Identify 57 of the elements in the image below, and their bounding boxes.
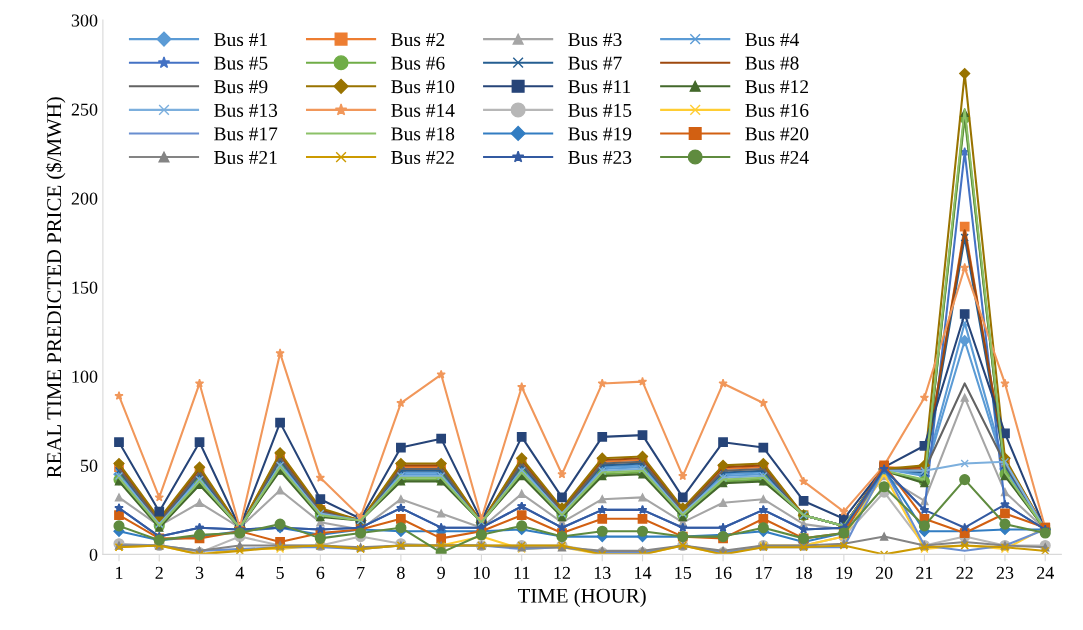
y-tick-label: 0 [89, 548, 98, 561]
x-tick-label: 17 [755, 566, 772, 579]
legend-label: Bus #19 [568, 127, 632, 141]
x-tick-label: 6 [316, 566, 325, 579]
x-tick-label: 4 [235, 566, 245, 579]
x-tick-label: 19 [836, 566, 853, 579]
x-tick-label: 23 [996, 566, 1014, 579]
x-tick-label: 12 [554, 566, 571, 579]
x-tick-label: 5 [276, 566, 284, 579]
legend-label: Bus #22 [391, 150, 454, 165]
legend-label: Bus #17 [214, 127, 278, 141]
y-tick-label: 100 [72, 370, 98, 383]
x-tick-label: 18 [796, 566, 812, 579]
x-tick-label: 9 [437, 566, 445, 579]
legend-label: Bus #10 [391, 80, 455, 94]
legend-label: Bus #2 [391, 33, 445, 47]
legend-label: Bus #24 [745, 150, 809, 165]
legend-label: Bus #8 [745, 56, 799, 70]
legend-label: Bus #13 [214, 103, 278, 117]
x-tick-label: 15 [675, 566, 692, 579]
legend-label: Bus #11 [568, 80, 631, 94]
legend-label: Bus #14 [391, 103, 455, 117]
legend-label: Bus #15 [568, 103, 632, 117]
x-tick-label: 20 [875, 566, 893, 579]
y-tick-label: 300 [71, 14, 98, 27]
x-tick-label: 2 [155, 566, 163, 579]
y-tick-label: 50 [81, 459, 98, 472]
x-tick-label: 1 [116, 566, 123, 579]
legend-label: Bus #9 [214, 80, 268, 94]
legend-label: Bus #23 [568, 150, 632, 165]
x-axis-title: TIME (HOUR) [517, 588, 646, 608]
x-tick-label: 24 [1037, 566, 1054, 579]
legend-label: Bus #16 [745, 103, 809, 117]
x-tick-label: 21 [916, 566, 933, 579]
x-tick-label: 10 [473, 566, 490, 579]
y-tick-label: 200 [71, 192, 98, 205]
x-tick-label: 14 [635, 566, 652, 579]
x-tick-label: 16 [715, 566, 732, 579]
y-tick-label: 250 [71, 103, 98, 116]
legend-label: Bus #1 [214, 33, 267, 47]
x-tick-label: 11 [514, 566, 530, 579]
y-tick-label: 150 [72, 281, 98, 294]
legend-label: Bus #4 [745, 33, 800, 47]
legend-label: Bus #18 [391, 127, 455, 141]
legend-label: Bus #12 [745, 80, 808, 94]
legend-label: Bus #20 [745, 127, 809, 141]
x-tick-label: 8 [397, 566, 405, 579]
x-tick-label: 13 [594, 566, 611, 579]
legend-label: Bus #5 [214, 56, 268, 70]
x-tick-label: 3 [195, 566, 204, 579]
x-tick-label: 22 [956, 566, 973, 579]
legend-label: Bus #3 [568, 33, 622, 47]
x-tick-label: 7 [357, 566, 365, 579]
legend-label: Bus #21 [214, 150, 277, 165]
legend-label: Bus #6 [391, 56, 445, 70]
legend-label: Bus #7 [568, 56, 622, 70]
y-axis-title: REAL TIME PREDICTED PRICE ($/MWH) [45, 97, 66, 478]
